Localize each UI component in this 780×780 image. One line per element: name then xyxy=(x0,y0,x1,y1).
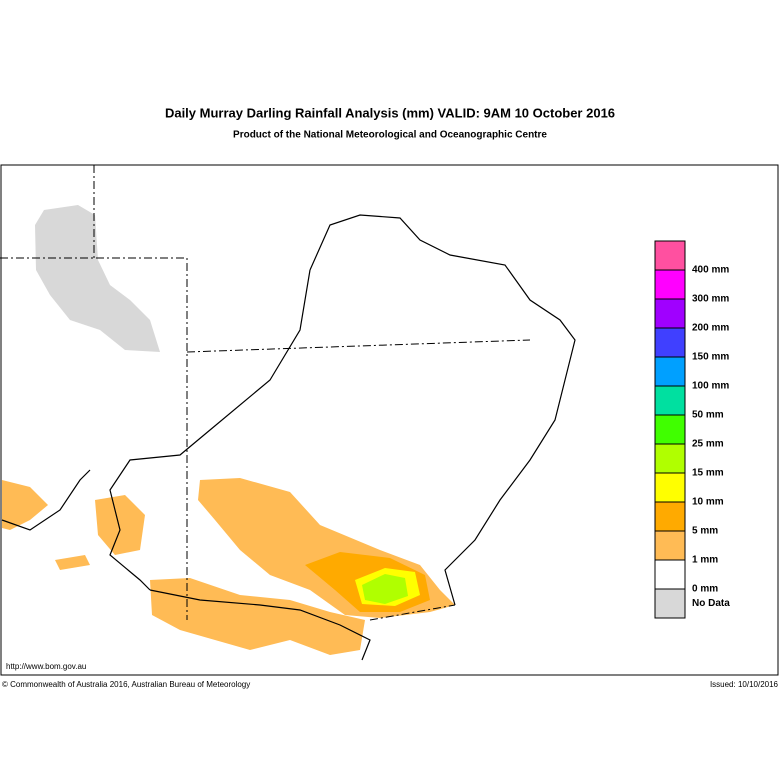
url: http://www.bom.gov.au xyxy=(6,662,86,671)
no-data-region xyxy=(35,205,160,352)
rain-1mm xyxy=(150,578,365,655)
legend-label: 10 mm xyxy=(692,497,724,508)
title: Daily Murray Darling Rainfall Analysis (… xyxy=(165,105,615,120)
copyright: © Commonwealth of Australia 2016, Austra… xyxy=(2,680,250,689)
coastline xyxy=(1,469,371,661)
legend-swatch xyxy=(654,559,686,590)
legend-swatch xyxy=(654,327,686,358)
legend-swatch xyxy=(654,356,686,387)
legend-label: 400 mm xyxy=(692,265,729,276)
legend-swatch xyxy=(654,385,686,416)
legend-label: 1 mm xyxy=(692,555,718,566)
legend-label: 100 mm xyxy=(692,381,729,392)
legend-swatch xyxy=(654,269,686,300)
legend-label: 0 mm xyxy=(692,584,718,595)
legend-swatch xyxy=(654,240,686,271)
legend-label: 5 mm xyxy=(692,526,718,537)
legend-label: 200 mm xyxy=(692,323,729,334)
legend-label: 300 mm xyxy=(692,294,729,305)
basin-boundary xyxy=(109,269,311,591)
rain-1mm xyxy=(95,495,145,555)
legend-swatch xyxy=(654,414,686,445)
legend: 400 mm 300 mm 200 mm 150 mm 100 mm 50 mm 25 mm… xyxy=(654,240,730,619)
issued-date: Issued: 10/10/2016 xyxy=(710,680,779,689)
legend-swatch xyxy=(654,472,686,503)
legend-swatch xyxy=(654,501,686,532)
subtitle: Product of the National Meteorological a… xyxy=(233,130,547,141)
legend-swatch xyxy=(654,530,686,561)
legend-swatch xyxy=(654,298,686,329)
legend-label: 25 mm xyxy=(692,439,724,450)
legend-label: No Data xyxy=(692,598,730,609)
legend-label: 50 mm xyxy=(692,410,724,421)
state-border xyxy=(0,165,531,621)
legend-swatch xyxy=(654,443,686,474)
rain-1mm xyxy=(55,555,90,570)
legend-swatch xyxy=(654,588,686,619)
coastline xyxy=(309,214,576,606)
legend-label: 150 mm xyxy=(692,352,729,363)
legend-label: 15 mm xyxy=(692,468,724,479)
map: http://www.bom.gov.au xyxy=(0,164,779,676)
rain-15mm xyxy=(362,574,408,604)
rain-1mm xyxy=(2,480,48,530)
